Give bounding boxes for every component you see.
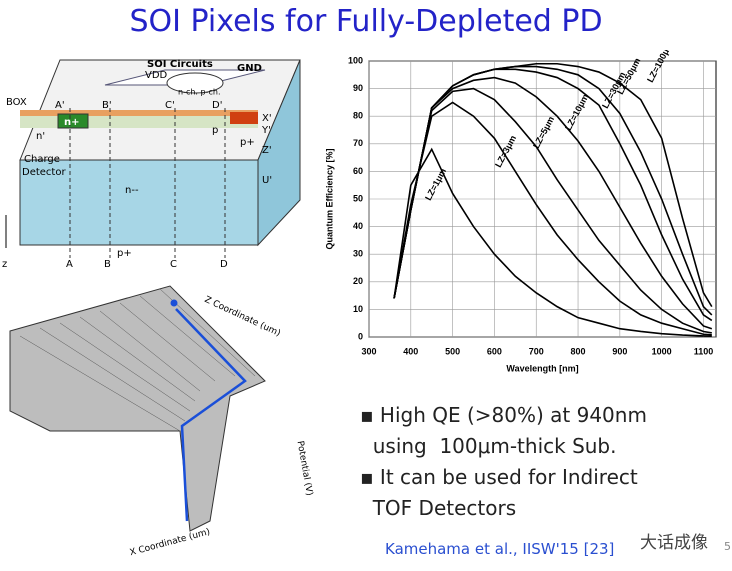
p-layer [20, 116, 258, 128]
n-plus [57, 113, 89, 129]
label: U' [262, 175, 272, 186]
side-face [257, 59, 301, 247]
label: p+ [117, 248, 132, 259]
watermark: 大话成像 [640, 533, 708, 553]
label: Y' [261, 125, 271, 136]
label: BOX [6, 97, 27, 108]
label: p [212, 125, 218, 136]
bullet-list: ▪ High QE (>80%) at 940nm using 100μm-th… [360, 400, 647, 524]
page-number: 5 [724, 540, 731, 553]
y-tick-label: 10 [353, 304, 363, 314]
surface [9, 285, 266, 532]
x-tick-label: 700 [529, 346, 544, 356]
x-tick-label: 300 [361, 346, 376, 356]
label: Charge [24, 154, 60, 165]
label: SOI Circuits [147, 59, 213, 70]
x-tick-label: 600 [487, 346, 502, 356]
x-tick-label: 900 [612, 346, 627, 356]
label: A [66, 259, 73, 270]
y-tick-label: 20 [353, 276, 363, 286]
label: B' [102, 100, 112, 111]
transistors [166, 72, 224, 94]
y-tick-label: 100 [348, 55, 363, 65]
label: VDD [145, 70, 168, 81]
label: Potential (V) [295, 440, 314, 496]
x-tick-label: 1100 [694, 346, 714, 356]
slide-title: SOI Pixels for Fully-Depleted PD [129, 4, 603, 39]
label: n' [36, 131, 45, 142]
x-tick-label: 400 [403, 346, 418, 356]
bullet: TOF Detectors [372, 496, 517, 520]
label: Z' [262, 145, 272, 156]
label: n-- [125, 185, 139, 196]
y-tick-label: 90 [353, 83, 363, 93]
y-tick-label: 80 [353, 111, 363, 121]
bullet: using 100μm-thick Sub. [372, 434, 617, 458]
drift-path [175, 308, 247, 522]
label: A' [55, 100, 65, 111]
y-tick-label: 50 [353, 193, 363, 203]
qe-curve [393, 147, 712, 337]
label: z [2, 259, 7, 270]
label: C [170, 259, 177, 270]
label: D [220, 259, 228, 270]
x-tick-label: 800 [571, 346, 586, 356]
label: n+ [64, 117, 80, 128]
label: C' [165, 100, 175, 111]
x-axis-label: Wavelength [nm] [506, 363, 578, 373]
x-tick-label: 1000 [652, 346, 672, 356]
label: Detector [22, 167, 66, 178]
mesh [19, 288, 256, 432]
pixel-diagram: BOX SOI Circuits VDD GND n-ch. p-ch. A' B' C… [2, 59, 301, 270]
qe-curve [393, 87, 712, 334]
bullet: ▪ It can be used for Indirect [360, 465, 638, 489]
label: D' [212, 100, 222, 111]
qe-curve [393, 76, 713, 330]
label: X' [262, 113, 272, 124]
p-plus [230, 112, 258, 124]
cut-lines [69, 108, 226, 258]
y-tick-label: 60 [353, 166, 363, 176]
qe-curve [393, 101, 712, 336]
start-point [170, 299, 178, 307]
qe-chart: 0 10 20 30 40 50 60 70 80 90 100 300 400 500 600 700 800… [324, 50, 717, 373]
y-tick-label: 70 [353, 138, 363, 148]
y-axis-label: Quantum Efficiency [%] [324, 148, 334, 249]
y-tick-label: 0 [358, 331, 363, 341]
label: B [104, 259, 111, 270]
potential-surface: Z Coordinate (um) X Coordinate (um) Pote… [9, 285, 314, 558]
bullet: ▪ High QE (>80%) at 940nm [360, 403, 647, 427]
label: X Coordinate (um) [129, 527, 211, 558]
citation: Kamehama et al., IISW'15 [23] [385, 540, 615, 558]
box-layer [20, 110, 258, 116]
x-tick-label: 500 [445, 346, 460, 356]
label: GND [237, 63, 262, 74]
label: p+ [240, 137, 255, 148]
y-tick-label: 40 [353, 221, 363, 231]
label: n-ch. p-ch. [178, 88, 221, 97]
qe-curve [393, 62, 713, 308]
y-tick-label: 30 [353, 249, 363, 259]
